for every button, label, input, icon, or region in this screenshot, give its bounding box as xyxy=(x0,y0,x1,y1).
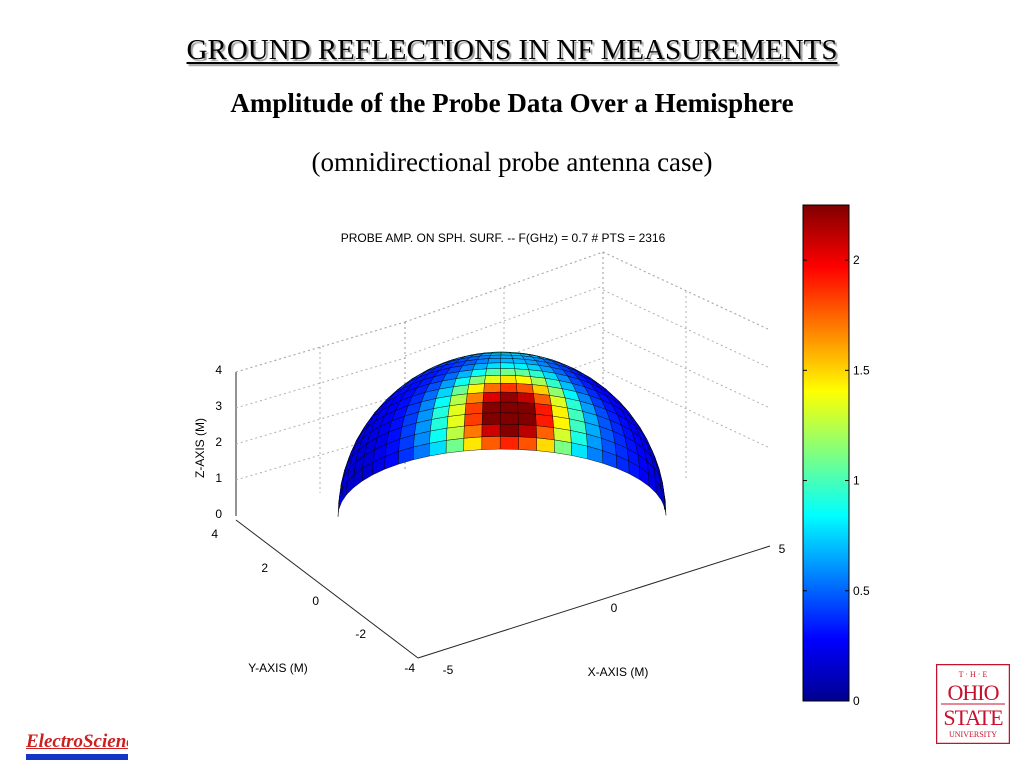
surface-patch xyxy=(464,412,483,427)
surface-patch xyxy=(500,358,514,364)
surface-patch xyxy=(482,401,501,414)
surface-patch xyxy=(517,412,537,426)
surface-patch xyxy=(488,354,502,359)
y-tick-label: -2 xyxy=(355,627,366,641)
surface-patch xyxy=(487,358,502,364)
z-axis: 4 3 2 1 0 Z-AXIS (M) xyxy=(193,363,222,521)
colorbar-tick-label: 2 xyxy=(853,253,860,267)
surface-patch xyxy=(446,425,465,441)
surface-patch xyxy=(535,413,554,428)
surface-patch xyxy=(514,368,531,377)
surface-patch xyxy=(481,423,501,438)
surface-patch xyxy=(516,392,535,404)
x-axis-label: X-AXIS (M) xyxy=(588,665,649,679)
logo-top-line: T · H · E xyxy=(959,670,988,679)
y-axis-label: Y-AXIS (M) xyxy=(248,661,308,675)
grid-line xyxy=(235,357,406,409)
chart-title: PROBE AMP. ON SPH. SURF. -- F(GHz) = 0.7… xyxy=(341,231,666,245)
x-tick-label: 5 xyxy=(779,542,786,556)
colorbar-tick-label: 1 xyxy=(853,474,860,488)
z-tick-label: 2 xyxy=(215,435,222,449)
grid-line xyxy=(235,393,406,445)
grid-line xyxy=(602,251,771,331)
surface-patch xyxy=(500,412,519,425)
surface-patch xyxy=(463,436,483,452)
surface-patch xyxy=(534,403,553,417)
surface-patch xyxy=(467,383,485,395)
z-axis-label: Z-AXIS (M) xyxy=(193,418,207,478)
surface-patch xyxy=(486,362,501,370)
x-tick-label: 0 xyxy=(611,601,618,615)
surface-patch xyxy=(500,368,516,376)
surface-patch xyxy=(500,436,519,450)
logo-line3: UNIVERSITY xyxy=(949,730,997,739)
surface-patch xyxy=(449,393,468,406)
surface-patch xyxy=(516,383,534,394)
surface-patch xyxy=(517,402,536,415)
z-tick-label: 4 xyxy=(215,363,222,377)
footer-accent-bar xyxy=(26,754,128,760)
surface-patch xyxy=(500,362,515,370)
z-tick-label: 0 xyxy=(215,507,222,521)
surface-patch xyxy=(465,392,484,404)
surface-patch xyxy=(485,368,501,376)
colorbar-tick-label: 1.5 xyxy=(853,363,870,377)
surface-patch xyxy=(463,424,483,439)
z-tick-label: 3 xyxy=(215,399,222,413)
x-tick-label: -5 xyxy=(443,663,454,677)
grid-line xyxy=(602,289,771,369)
colorbar-tick-label: 0.5 xyxy=(853,584,870,598)
surface-patch xyxy=(500,391,518,403)
hemisphere-surface xyxy=(337,351,667,517)
surface-patch xyxy=(499,401,519,414)
grid-line xyxy=(602,329,771,409)
surface-patch xyxy=(535,425,555,441)
logo-line1: OHIO xyxy=(948,680,999,705)
surface-patch xyxy=(500,423,519,437)
surface-patch xyxy=(500,354,513,359)
z-tick-label: 1 xyxy=(215,471,222,485)
surface-patch xyxy=(482,391,501,403)
surface-patch xyxy=(533,393,552,406)
surface-patch xyxy=(518,424,537,439)
surface-patch xyxy=(468,375,486,386)
colorbar xyxy=(802,204,850,702)
y-tick-label: 0 xyxy=(312,594,319,608)
surface-patch xyxy=(483,382,501,393)
colorbar-tick-label: 0 xyxy=(853,694,860,708)
y-tick-label: 2 xyxy=(261,561,268,575)
surface-patch xyxy=(484,375,501,384)
y-tick-label: 4 xyxy=(211,527,218,541)
ohio-state-logo: T · H · E OHIO STATE UNIVERSITY xyxy=(936,664,1010,744)
colorbar-ticks: 0 0.5 1 1.5 2 xyxy=(803,253,870,708)
grid-line xyxy=(602,369,771,449)
logo-line2: STATE xyxy=(943,705,1003,730)
x-axis: -5 0 5 X-AXIS (M) xyxy=(443,542,786,679)
y-tick-label: -4 xyxy=(404,661,415,675)
grid-line xyxy=(404,285,604,357)
surface-patch xyxy=(481,412,501,425)
surface-patch xyxy=(536,437,555,453)
surface-patch xyxy=(500,382,518,393)
y-axis: 4 2 0 -2 -4 Y-AXIS (M) xyxy=(211,527,415,675)
surface-patch xyxy=(464,402,484,415)
surface-patch xyxy=(500,375,517,384)
grid-line xyxy=(235,321,406,373)
surface-patch xyxy=(481,436,501,450)
surface-patch xyxy=(445,437,465,454)
slide-case-note: (omnidirectional probe antenna case) xyxy=(311,147,713,177)
slide-subtitle: Amplitude of the Probe Data Over a Hemis… xyxy=(230,88,794,118)
surface-patch xyxy=(515,375,533,385)
slide-title: GROUND REFLECTIONS IN NF MEASUREMENTS xyxy=(186,34,838,66)
surface-patch xyxy=(518,436,537,451)
footer-org-text: ElectroScience Laboratory xyxy=(26,731,128,752)
